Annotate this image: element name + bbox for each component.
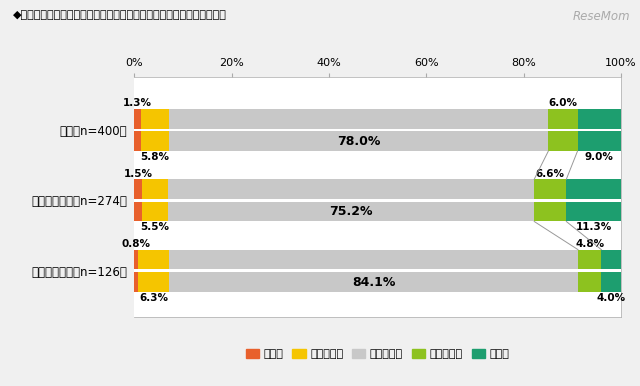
Bar bbox=[134, 131, 141, 151]
Bar bbox=[168, 179, 534, 199]
Bar bbox=[141, 202, 168, 222]
Bar bbox=[169, 250, 578, 269]
Text: 5.5%: 5.5% bbox=[141, 222, 170, 232]
Bar bbox=[578, 272, 602, 292]
Text: 84.1%: 84.1% bbox=[352, 276, 395, 288]
Bar bbox=[138, 250, 169, 269]
Text: 4.8%: 4.8% bbox=[575, 239, 604, 249]
Bar bbox=[577, 109, 621, 129]
Text: 6.0%: 6.0% bbox=[548, 98, 577, 108]
Bar bbox=[602, 272, 621, 292]
Text: 5.8%: 5.8% bbox=[140, 152, 170, 162]
Text: ◆東日本大震災以降の、採用の変化【採用予定人数】（単一回答形式）: ◆東日本大震災以降の、採用の変化【採用予定人数】（単一回答形式） bbox=[13, 10, 227, 20]
Bar bbox=[548, 131, 577, 151]
Text: 11.3%: 11.3% bbox=[575, 222, 612, 232]
Bar bbox=[141, 179, 168, 199]
Text: 6.6%: 6.6% bbox=[536, 169, 564, 179]
Legend: 増えた, やや増えた, 変わらない, やや減った, 減った: 増えた, やや増えた, 変わらない, やや減った, 減った bbox=[241, 344, 514, 364]
Bar bbox=[138, 272, 169, 292]
Bar bbox=[168, 202, 534, 222]
Text: 75.2%: 75.2% bbox=[330, 205, 373, 218]
Text: 4.0%: 4.0% bbox=[596, 293, 626, 303]
Bar bbox=[566, 202, 621, 222]
Bar bbox=[141, 131, 169, 151]
Bar bbox=[578, 250, 602, 269]
Text: ReseMom: ReseMom bbox=[573, 10, 630, 23]
Bar bbox=[134, 272, 138, 292]
Bar bbox=[534, 179, 566, 199]
Bar bbox=[169, 272, 578, 292]
Text: 6.3%: 6.3% bbox=[139, 293, 168, 303]
Bar bbox=[134, 250, 138, 269]
Text: 78.0%: 78.0% bbox=[337, 135, 380, 148]
Bar bbox=[534, 202, 566, 222]
Bar bbox=[134, 109, 141, 129]
Bar bbox=[577, 131, 621, 151]
Bar bbox=[134, 179, 141, 199]
Text: 0.8%: 0.8% bbox=[122, 239, 151, 249]
Bar bbox=[169, 131, 548, 151]
Text: 1.5%: 1.5% bbox=[124, 169, 152, 179]
Bar bbox=[602, 250, 621, 269]
Text: 1.3%: 1.3% bbox=[123, 98, 152, 108]
Bar bbox=[134, 202, 141, 222]
Bar bbox=[548, 109, 577, 129]
Text: 9.0%: 9.0% bbox=[585, 152, 614, 162]
Bar bbox=[169, 109, 548, 129]
Bar bbox=[141, 109, 169, 129]
Bar bbox=[566, 179, 621, 199]
